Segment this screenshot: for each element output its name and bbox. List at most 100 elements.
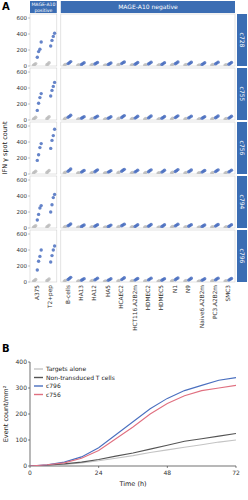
x-tick-label: 48 [164,469,172,476]
data-point [69,60,72,63]
panel-label: A [2,1,10,12]
data-point [82,223,85,226]
data-point [47,115,50,118]
data-point [203,61,206,64]
y-tick [28,440,30,441]
data-point [96,61,99,64]
data-point [96,223,99,226]
y-tick-label: 0 [24,279,28,285]
panel-frame [30,122,57,174]
data-point [176,114,179,117]
data-point [38,255,41,258]
data-point [109,61,112,64]
data-point [49,260,52,263]
data-point [136,277,139,280]
panel-frame [61,68,235,120]
data-point [136,61,139,64]
data-point [40,142,43,145]
data-point [40,92,43,95]
data-point [190,168,193,171]
data-point [123,60,126,63]
data-point [203,115,206,118]
x-tick-label: HA12 [91,285,97,301]
panel-title-box [237,122,247,174]
y-tick [28,228,30,229]
panel-title: c796 [239,249,246,264]
legend-swatch [34,377,43,378]
data-point [123,114,126,117]
panel-title-box [237,68,247,120]
y-tick-label: 0 [23,462,27,469]
points [32,193,233,228]
data-point [96,276,99,279]
data-point [163,115,166,118]
data-point [149,223,152,226]
y-tick-label: 600 [17,15,28,21]
data-point [149,276,152,279]
data-point [109,277,112,280]
x-axis [30,466,236,467]
data-point [190,223,193,226]
data-point [96,168,99,171]
data-point [38,146,41,149]
y-tick-label: 400 [17,85,28,91]
legend-swatch [34,368,43,369]
data-point [34,224,37,227]
y-tick [28,414,30,415]
group-header: MAGE-A10positive [31,2,55,13]
data-point [53,32,56,35]
data-point [47,169,50,172]
data-point [40,248,43,251]
data-point [216,223,219,226]
panel-title: c755 [239,87,246,102]
group-header-line: MAGE-A10 [31,2,55,7]
x-tick-label: 24 [95,469,103,476]
data-point [176,276,179,279]
data-point [230,277,233,280]
x-tick [236,466,237,468]
data-point [53,244,56,247]
x-tick-label: N1 [172,285,178,293]
y-tick-label: 600 [17,231,28,237]
data-point [123,222,126,225]
y-tick-label: 400 [16,358,28,365]
x-tick-label: N9 [185,285,191,293]
data-point [216,114,219,117]
data-point [82,61,85,64]
y-tick-label: 200 [17,155,28,161]
y-tick [28,250,30,251]
data-point [49,94,52,97]
y-tick-label: 400 [17,31,28,37]
y-tick [28,50,30,51]
y-tick [28,18,30,19]
y-tick-label: 600 [17,123,28,129]
y-tick [28,72,30,73]
x-tick-label: HCAEC2 [118,285,124,309]
panel-frame [61,230,235,282]
x-tick-label: HCT116.A2B2m [132,285,138,331]
y-axis-label: IFN γ spot count [1,121,9,174]
panel-title-box [237,230,247,282]
data-point [123,276,126,279]
figure: AMAGE-A10positiveMAGE-A10 negative020040… [0,0,248,500]
y-tick-label: 400 [17,193,28,199]
legend-swatch [34,385,43,386]
legend-label: Non-transduced T cells [46,374,115,381]
data-point [163,169,166,172]
data-point [36,268,39,271]
data-point [50,139,53,142]
panel-title: c728 [239,33,246,48]
data-point [203,223,206,226]
data-point [40,204,43,207]
lines [30,378,236,466]
y-tick [28,266,30,267]
data-point [149,60,152,63]
x-tick [30,466,31,468]
data-point [163,61,166,64]
data-point [50,254,53,257]
y-tick-label: 600 [17,69,28,75]
y-tick [28,142,30,143]
y-tick-label: 400 [17,139,28,145]
data-point [109,169,112,172]
data-point [216,60,219,63]
